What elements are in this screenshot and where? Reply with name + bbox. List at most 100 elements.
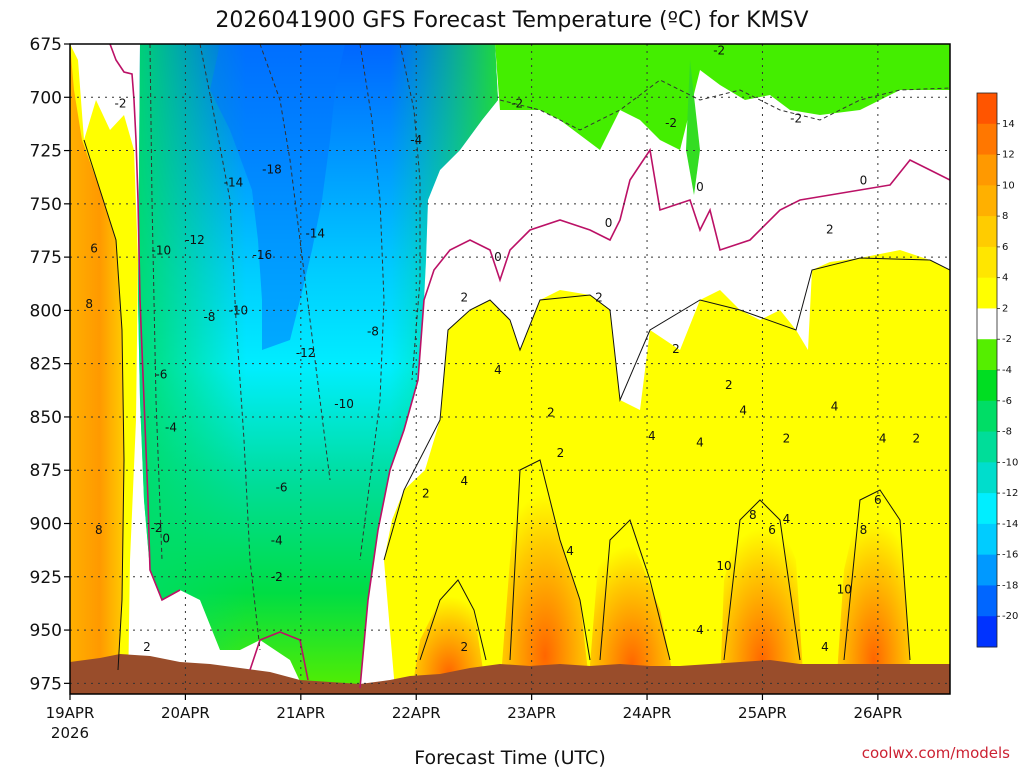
contour-label: 2 bbox=[725, 378, 733, 392]
y-tick-label: 800 bbox=[30, 301, 62, 321]
contour-solid-a bbox=[419, 579, 487, 661]
y-tick-label: 975 bbox=[30, 674, 62, 694]
contour-label: 4 bbox=[648, 429, 656, 443]
contour-label: 4 bbox=[739, 404, 747, 418]
contour-label: -10 bbox=[334, 397, 354, 411]
contour-label: 6 bbox=[768, 523, 776, 537]
warm-core-left bbox=[70, 44, 124, 680]
y-tick-label: 850 bbox=[30, 408, 62, 428]
contour-label: 8 bbox=[749, 508, 757, 522]
contour-label: 2 bbox=[672, 342, 680, 356]
contour-label: 10 bbox=[837, 583, 852, 597]
contour-label: 0 bbox=[696, 180, 704, 194]
x-tick-label: 20APR bbox=[161, 704, 210, 722]
contour-solid-e bbox=[843, 489, 911, 661]
contour-label: 2 bbox=[913, 431, 921, 445]
contour-label: 0 bbox=[605, 216, 613, 230]
x-tick-label: 21APR bbox=[276, 704, 325, 722]
colorbar-swatch bbox=[977, 277, 997, 309]
x-tick-label: 23APR bbox=[507, 704, 556, 722]
y-tick-label: 825 bbox=[30, 355, 62, 375]
colorbar-swatch bbox=[977, 216, 997, 248]
colorbar-label: 10 bbox=[1002, 180, 1015, 191]
temperature-field bbox=[70, 44, 950, 694]
colorbar-label: -6 bbox=[1002, 396, 1012, 407]
contour-label: 2 bbox=[557, 446, 565, 460]
contour-label: 0 bbox=[162, 531, 170, 545]
contour-solid-left bbox=[83, 139, 125, 671]
contour-label: 4 bbox=[494, 363, 502, 377]
colorbar-label: -10 bbox=[1002, 457, 1018, 468]
colorbar-label: 4 bbox=[1002, 273, 1008, 284]
colorbar-swatch bbox=[977, 554, 997, 586]
x-axis: 19APR 20APR 21APR 22APR 23APR 24APR 25APR 26APR… bbox=[46, 694, 902, 742]
colorbar-label: -8 bbox=[1002, 427, 1012, 438]
contour-solid-d bbox=[723, 499, 801, 661]
plot-frame bbox=[69, 43, 951, 695]
deep-blue-core bbox=[210, 44, 345, 350]
contour-zero-right bbox=[359, 147, 950, 689]
contour-dashed-f bbox=[499, 79, 950, 131]
colorbar-swatch bbox=[977, 93, 997, 125]
contour-label: -10 bbox=[229, 303, 249, 317]
contour-label: 6 bbox=[90, 242, 98, 256]
colorbar-swatch bbox=[977, 585, 997, 617]
contour-label: 4 bbox=[821, 640, 829, 654]
contour-dashed-c bbox=[259, 44, 331, 481]
colorbar-label: 12 bbox=[1002, 150, 1015, 161]
colorbar-label: 8 bbox=[1002, 211, 1008, 222]
x-tick-label: 25APR bbox=[738, 704, 787, 722]
colorbar-swatch bbox=[977, 523, 997, 556]
contour-label: -4 bbox=[410, 133, 422, 147]
warm-pocket-e bbox=[836, 490, 912, 690]
contour-label: -4 bbox=[165, 421, 177, 435]
contour-solid-mid bbox=[383, 257, 950, 561]
contour-label: -2 bbox=[790, 112, 802, 126]
contour-label: 8 bbox=[85, 297, 93, 311]
contour-dashed-e bbox=[399, 44, 421, 381]
contour-label: -10 bbox=[152, 244, 172, 258]
contour-lines bbox=[83, 44, 950, 689]
contour-label: 8 bbox=[860, 523, 868, 537]
contour-label: 4 bbox=[783, 512, 791, 526]
contour-label: -2 bbox=[151, 521, 163, 535]
x-axis-label: Forecast Time (UTC) bbox=[414, 747, 605, 768]
contour-label: -2 bbox=[665, 116, 677, 130]
colorbar-label: -2 bbox=[1002, 334, 1012, 345]
colorbar-label: -12 bbox=[1002, 488, 1018, 499]
contour-label: 2 bbox=[422, 487, 430, 501]
warm-pocket-b bbox=[500, 460, 590, 690]
contour-solid-b bbox=[509, 459, 591, 661]
contour-label: 2 bbox=[595, 291, 603, 305]
contour-dashed-b bbox=[199, 44, 261, 651]
cold-region-edge-shade bbox=[138, 44, 498, 690]
contour-label: 4 bbox=[696, 623, 704, 637]
colorbar-label: -16 bbox=[1002, 550, 1018, 561]
x-tick-label: 19APR bbox=[46, 704, 95, 722]
contour-label: 4 bbox=[831, 399, 839, 413]
colorbar-swatch bbox=[977, 246, 997, 279]
contour-dashed-a bbox=[149, 44, 163, 561]
colorbar-swatch bbox=[977, 339, 997, 371]
contour-solid-c bbox=[599, 519, 671, 661]
colorbar-label: -20 bbox=[1002, 611, 1018, 622]
y-tick-label: 675 bbox=[30, 35, 62, 55]
contour-label: -2 bbox=[271, 570, 283, 584]
credit-link[interactable]: coolwx.com/models bbox=[862, 744, 1010, 762]
green-band-upper-right bbox=[495, 44, 950, 150]
colorbar-swatch bbox=[977, 616, 997, 648]
y-axis: 675 700 725 750 775 800 825 850 875 900 925 950 975 bbox=[30, 35, 70, 694]
contour-label: -14 bbox=[224, 176, 244, 190]
contour-label: 2 bbox=[143, 640, 151, 654]
contour-label: 4 bbox=[566, 544, 574, 558]
contour-label: -2 bbox=[713, 43, 725, 57]
contour-label: 0 bbox=[860, 173, 868, 187]
contour-label: -12 bbox=[296, 346, 316, 360]
contour-label: 4 bbox=[460, 474, 468, 488]
y-tick-label: 700 bbox=[30, 88, 62, 108]
contour-label: -4 bbox=[271, 534, 283, 548]
contour-label: -8 bbox=[367, 325, 379, 339]
contour-label: 2 bbox=[460, 640, 468, 654]
contour-label: 10 bbox=[716, 559, 731, 573]
